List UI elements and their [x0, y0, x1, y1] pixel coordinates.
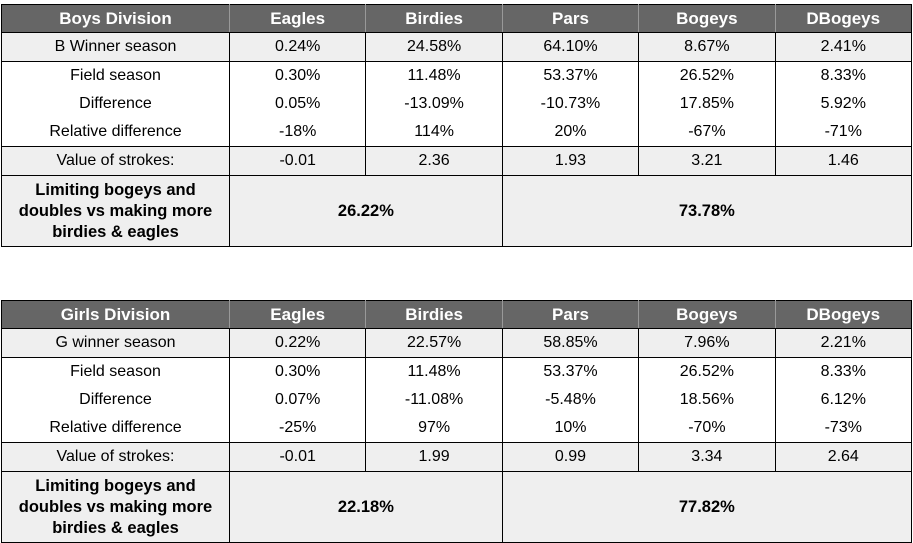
header-cell-bogeys: Bogeys	[638, 300, 776, 329]
table-cell: 26.52%	[638, 61, 776, 90]
table-cell: 0.22%	[228, 328, 367, 358]
table-cell: -18%	[228, 118, 367, 147]
table-row: Difference 0.07% -11.08% -5.48% 18.56% 6…	[1, 386, 912, 414]
table-cell: -71%	[774, 118, 912, 147]
summary-left-value: 26.22%	[229, 175, 503, 247]
row-label: Value of strokes:	[1, 146, 230, 176]
table-cell: 5.92%	[774, 90, 912, 118]
summary-row: Limiting bogeys and doubles vs making mo…	[1, 175, 912, 247]
table-cell: 11.48%	[365, 61, 503, 90]
table-cell: 6.12%	[774, 386, 912, 414]
table-cell: 0.30%	[228, 357, 367, 386]
table-row: Relative difference -25% 97% 10% -70% -7…	[1, 414, 912, 443]
table-cell: -0.01	[228, 146, 367, 176]
table-cell: 97%	[365, 414, 503, 443]
table-cell: 1.46	[774, 146, 912, 176]
table-cell: 26.52%	[638, 357, 776, 386]
table-cell: 0.30%	[228, 61, 367, 90]
summary-left-value: 22.18%	[229, 471, 503, 543]
summary-label: Limiting bogeys and doubles vs making mo…	[1, 175, 230, 247]
table-cell: -73%	[774, 414, 912, 443]
header-cell-pars: Pars	[501, 4, 640, 33]
summary-label: Limiting bogeys and doubles vs making mo…	[1, 471, 230, 543]
table-cell: 8.33%	[774, 61, 912, 90]
row-label: Difference	[1, 386, 230, 414]
header-cell-dbogeys: DBogeys	[774, 300, 912, 329]
header-cell-division: Boys Division	[1, 4, 230, 33]
table-cell: -10.73%	[501, 90, 640, 118]
table-cell: 2.36	[365, 146, 503, 176]
table-cell: 0.24%	[228, 32, 367, 62]
table-cell: 53.37%	[501, 61, 640, 90]
row-label: Field season	[1, 357, 230, 386]
summary-row: Limiting bogeys and doubles vs making mo…	[1, 471, 912, 543]
table-cell: 2.21%	[774, 328, 912, 358]
table-cell: 11.48%	[365, 357, 503, 386]
table-cell: 2.64	[774, 442, 912, 472]
row-label: G winner season	[1, 328, 230, 358]
table-cell: 24.58%	[365, 32, 503, 62]
header-cell-eagles: Eagles	[228, 4, 367, 33]
table-cell: 3.21	[638, 146, 776, 176]
table-cell: 17.85%	[638, 90, 776, 118]
table-cell: 8.33%	[774, 357, 912, 386]
table-cell: 3.34	[638, 442, 776, 472]
table-cell: 8.67%	[638, 32, 776, 62]
table-cell: 0.07%	[228, 386, 367, 414]
table-cell: -25%	[228, 414, 367, 443]
table-cell: 18.56%	[638, 386, 776, 414]
table-row: Difference 0.05% -13.09% -10.73% 17.85% …	[1, 90, 912, 118]
table-cell: 64.10%	[501, 32, 640, 62]
table-cell: 1.99	[365, 442, 503, 472]
table-cell: 0.05%	[228, 90, 367, 118]
table-cell: 7.96%	[638, 328, 776, 358]
table-row: Value of strokes: -0.01 1.99 0.99 3.34 2…	[1, 442, 912, 472]
row-label: Value of strokes:	[1, 442, 230, 472]
table-cell: -67%	[638, 118, 776, 147]
table-cell: -0.01	[228, 442, 367, 472]
table-row: B Winner season 0.24% 24.58% 64.10% 8.67…	[1, 32, 912, 62]
table-cell: 0.99	[501, 442, 640, 472]
header-cell-pars: Pars	[501, 300, 640, 329]
table-cell: 1.93	[501, 146, 640, 176]
table-row: Relative difference -18% 114% 20% -67% -…	[1, 118, 912, 147]
table-cell: 58.85%	[501, 328, 640, 358]
summary-right-value: 77.82%	[501, 471, 912, 543]
table-cell: -13.09%	[365, 90, 503, 118]
table-cell: -5.48%	[501, 386, 640, 414]
boys-division-table: Boys Division Eagles Birdies Pars Bogeys…	[1, 4, 912, 247]
row-label: Difference	[1, 90, 230, 118]
table-row: Value of strokes: -0.01 2.36 1.93 3.21 1…	[1, 146, 912, 176]
header-cell-bogeys: Bogeys	[638, 4, 776, 33]
row-label: Field season	[1, 61, 230, 90]
table-header-row: Girls Division Eagles Birdies Pars Bogey…	[1, 300, 912, 329]
summary-right-value: 73.78%	[501, 175, 912, 247]
header-cell-eagles: Eagles	[228, 300, 367, 329]
table-cell: -70%	[638, 414, 776, 443]
table-cell: -11.08%	[365, 386, 503, 414]
table-cell: 114%	[365, 118, 503, 147]
table-row: Field season 0.30% 11.48% 53.37% 26.52% …	[1, 61, 912, 90]
header-cell-division: Girls Division	[1, 300, 230, 329]
header-cell-dbogeys: DBogeys	[774, 4, 912, 33]
girls-division-table: Girls Division Eagles Birdies Pars Bogey…	[1, 300, 912, 543]
table-cell: 2.41%	[774, 32, 912, 62]
table-row: G winner season 0.22% 22.57% 58.85% 7.96…	[1, 328, 912, 358]
header-cell-birdies: Birdies	[365, 300, 503, 329]
table-cell: 20%	[501, 118, 640, 147]
header-cell-birdies: Birdies	[365, 4, 503, 33]
table-row: Field season 0.30% 11.48% 53.37% 26.52% …	[1, 357, 912, 386]
row-label: Relative difference	[1, 118, 230, 147]
row-label: B Winner season	[1, 32, 230, 62]
table-cell: 53.37%	[501, 357, 640, 386]
row-label: Relative difference	[1, 414, 230, 443]
table-header-row: Boys Division Eagles Birdies Pars Bogeys…	[1, 4, 912, 33]
table-cell: 22.57%	[365, 328, 503, 358]
table-cell: 10%	[501, 414, 640, 443]
